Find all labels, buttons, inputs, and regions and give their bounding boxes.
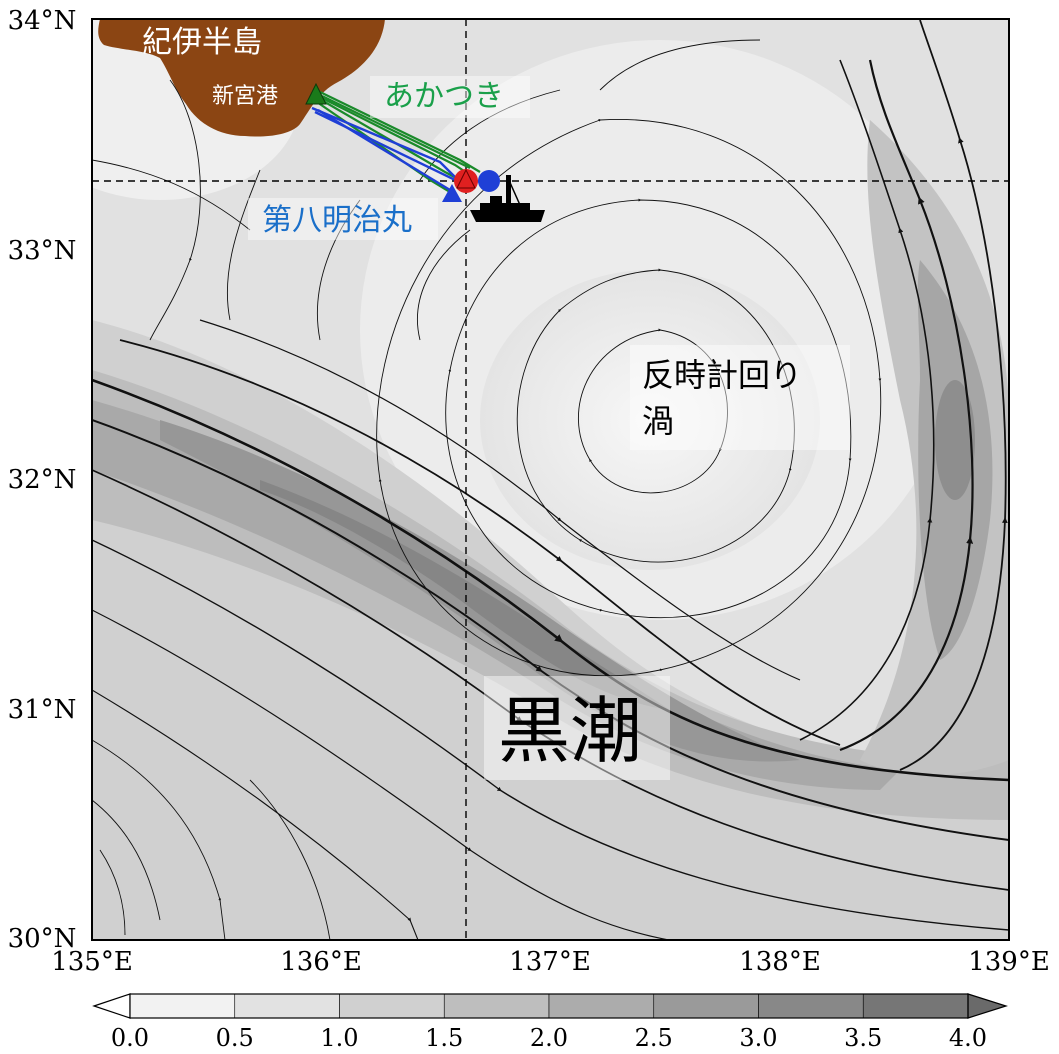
port-triangle-marker (305, 82, 327, 105)
speed-shading (92, 19, 1009, 940)
red-triangle-marker (456, 168, 476, 189)
blue-circle-marker (478, 170, 500, 192)
ship-tracks (305, 82, 500, 202)
lon-label-137: 137°E (509, 947, 591, 977)
colorbar-high-extend (967, 993, 1008, 1019)
lat-label-31: 31°N (8, 695, 77, 725)
label-kuroshio: 黒潮 (498, 689, 642, 773)
colorbar-segment (234, 993, 340, 1019)
colorbar-tick-label: 2.5 (635, 1024, 673, 1052)
colorbar-tick-label: 3.0 (739, 1024, 777, 1052)
label-akatsuki: あかつき (384, 79, 504, 114)
plot-frame (91, 18, 1010, 941)
colorbar-tick-label: 4.0 (949, 1024, 987, 1052)
label-daihachi: 第八明治丸 (262, 203, 412, 238)
label-port: 新宮港 (212, 84, 278, 109)
colorbar-tick-label: 1.0 (320, 1024, 358, 1052)
blue-triangle-marker (442, 184, 462, 202)
colorbar-segment (443, 993, 550, 1019)
lon-label-135: 135°E (51, 947, 133, 977)
lat-label-34: 34°N (8, 6, 77, 36)
colorbar-segment (339, 993, 445, 1019)
colorbar: 0.0 0.5 1.0 1.5 2.0 2.5 3.0 3.5 4.0 (92, 993, 1008, 1052)
label-eddy-line1: 反時計回り (642, 356, 802, 394)
label-peninsula: 紀伊半島 (142, 25, 262, 60)
colorbar-tick-label: 2.0 (530, 1024, 568, 1052)
lat-label-33: 33°N (8, 236, 77, 266)
lon-label-138: 138°E (739, 947, 821, 977)
colorbar-segment (862, 993, 969, 1019)
label-eddy-line2: 渦 (642, 402, 674, 440)
streamlines (92, 19, 1009, 940)
colorbar-low-extend (92, 993, 131, 1019)
colorbar-tick-label: 0.5 (216, 1024, 254, 1052)
colorbar-tick-label: 1.5 (425, 1024, 463, 1052)
colorbar-segment (548, 993, 655, 1019)
lat-label-30: 30°N (8, 924, 77, 954)
colorbar-segment (129, 993, 236, 1019)
lon-label-139: 139°E (968, 947, 1050, 977)
colorbar-tick-label: 3.5 (844, 1024, 882, 1052)
lon-label-136: 136°E (280, 947, 362, 977)
lat-label-32: 32°N (8, 465, 77, 495)
land-kii-peninsula (98, 19, 385, 137)
ship-icon (470, 175, 545, 222)
colorbar-segment (653, 993, 759, 1019)
colorbar-tick-label: 0.0 (111, 1024, 149, 1052)
colorbar-segment (758, 993, 864, 1019)
